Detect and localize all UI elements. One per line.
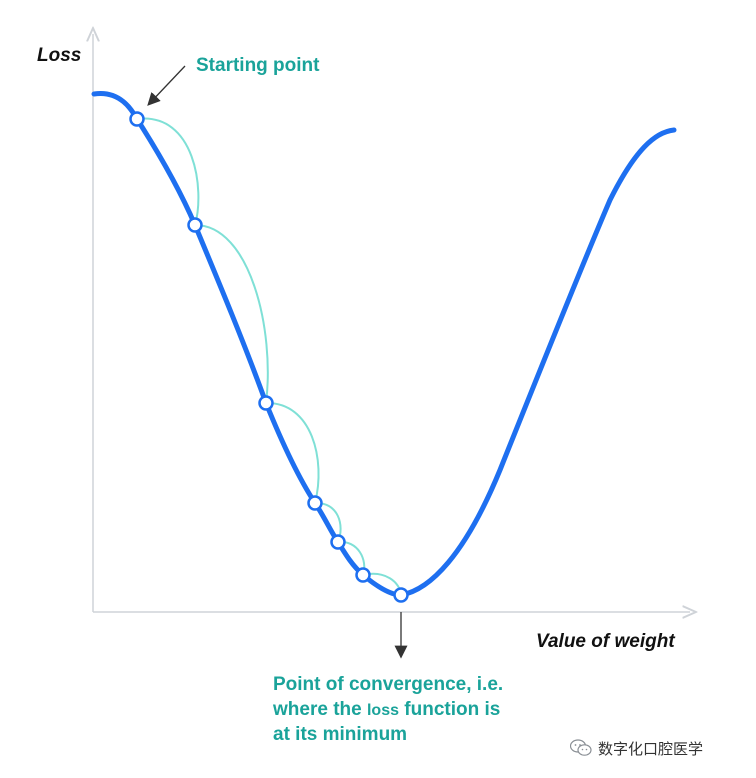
- step-arc: [194, 224, 269, 404]
- step-arc: [265, 401, 320, 504]
- watermark: 数字化口腔医学: [570, 736, 703, 760]
- start-label: Starting point: [196, 55, 320, 76]
- convergence-label-loss: loss: [367, 702, 399, 719]
- watermark-text: 数字化口腔医学: [598, 739, 704, 758]
- convergence-point-marker: [393, 587, 409, 603]
- convergence-label-part: function is: [399, 699, 500, 720]
- step-point: [187, 217, 203, 233]
- step-point: [330, 534, 346, 550]
- convergence-label-line2: where the loss function is: [272, 699, 500, 720]
- gradient-step-points: [129, 111, 409, 603]
- starting-point-marker: [129, 111, 145, 127]
- start-pointer-arrow: [147, 65, 186, 106]
- convergence-label-line1: Point of convergence, i.e.: [273, 674, 503, 695]
- loss-curve: [91, 91, 677, 598]
- step-arc: [136, 117, 200, 226]
- y-axis-label: Loss: [37, 45, 81, 66]
- convergence-label-part: where the: [272, 699, 367, 720]
- convergence-label-line3: at its minimum: [273, 724, 407, 745]
- step-point: [355, 567, 371, 583]
- step-point: [307, 495, 323, 511]
- wechat-logo-icon: [570, 739, 592, 756]
- step-point: [258, 395, 274, 411]
- x-axis-label: Value of weight: [536, 631, 675, 652]
